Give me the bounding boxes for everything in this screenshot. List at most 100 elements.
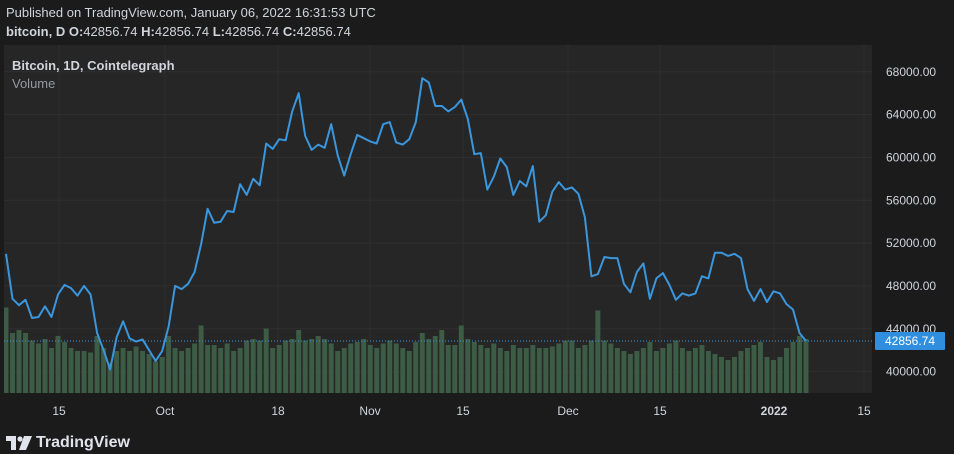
volume-bar xyxy=(387,340,393,393)
volume-bar xyxy=(640,348,646,393)
volume-bar xyxy=(36,343,41,393)
volume-bar xyxy=(68,348,74,393)
symbol-label: bitcoin, D xyxy=(6,24,66,39)
volume-bar xyxy=(49,348,54,393)
volume-bar xyxy=(211,345,217,393)
volume-bar xyxy=(419,333,425,393)
volume-bar xyxy=(81,351,87,393)
volume-bar xyxy=(478,345,484,393)
volume-bar xyxy=(465,339,471,393)
volume-bar xyxy=(452,345,458,393)
volume-bar xyxy=(406,351,412,393)
volume-bar xyxy=(569,340,575,393)
low-label: L: xyxy=(212,24,226,39)
volume-bar xyxy=(289,339,295,393)
volume-bar xyxy=(432,336,438,393)
volume-bar xyxy=(601,340,607,393)
volume-bar xyxy=(588,340,594,393)
published-info: Published on TradingView.com, January 06… xyxy=(6,5,376,20)
volume-bar xyxy=(790,342,796,393)
volume-bar xyxy=(393,343,399,393)
tradingview-logo[interactable]: TradingView xyxy=(6,434,130,452)
volume-bar xyxy=(673,340,679,393)
volume-bar xyxy=(471,342,477,393)
x-tick-label: Nov xyxy=(359,404,380,418)
volume-bar xyxy=(250,339,256,393)
volume-bar xyxy=(257,340,263,393)
volume-bar xyxy=(205,345,211,393)
volume-bar xyxy=(517,348,523,393)
time-axis-panel xyxy=(4,393,872,429)
x-tick-label: 15 xyxy=(857,404,871,418)
volume-bar xyxy=(497,348,503,393)
volume-bar xyxy=(172,348,178,393)
tradingview-logo-icon xyxy=(6,436,32,450)
volume-bar xyxy=(549,346,555,393)
volume-bar xyxy=(153,361,159,393)
volume-bar xyxy=(244,340,250,393)
volume-bar xyxy=(523,348,529,393)
volume-bar xyxy=(133,346,139,393)
open-label: O: xyxy=(68,24,84,39)
volume-bar xyxy=(341,348,347,393)
volume-bar xyxy=(4,307,9,393)
price-axis-panel xyxy=(872,45,950,429)
volume-bar xyxy=(185,348,191,393)
volume-bar xyxy=(62,342,68,393)
volume-bar xyxy=(328,343,334,393)
volume-bar xyxy=(575,348,581,393)
last-price-label: 42856.74 xyxy=(885,334,935,348)
volume-bar xyxy=(75,351,81,393)
volume-legend-label: Volume xyxy=(12,76,56,91)
volume-bar xyxy=(296,330,302,393)
volume-bar xyxy=(159,357,165,393)
volume-bar xyxy=(367,345,373,393)
y-tick-label: 60000.00 xyxy=(886,150,936,164)
volume-bar xyxy=(140,351,146,393)
volume-bar xyxy=(445,345,451,393)
open-value: 42856.74 xyxy=(83,24,138,39)
volume-bar xyxy=(595,310,601,393)
x-tick-label: 15 xyxy=(456,404,470,418)
volume-bar xyxy=(771,360,776,393)
volume-bar xyxy=(166,336,172,393)
volume-bar xyxy=(725,360,731,393)
price-chart[interactable]: 40000.0044000.0048000.0052000.0056000.00… xyxy=(4,45,950,429)
volume-bar xyxy=(322,339,328,393)
volume-bar xyxy=(426,339,432,393)
y-tick-label: 64000.00 xyxy=(886,108,936,122)
volume-bar xyxy=(699,345,705,393)
volume-bar xyxy=(647,342,653,393)
y-tick-label: 56000.00 xyxy=(886,193,936,207)
volume-bar xyxy=(354,342,360,393)
volume-bar xyxy=(10,333,15,393)
volume-bar xyxy=(543,348,549,393)
y-tick-label: 48000.00 xyxy=(886,279,936,293)
volume-bar xyxy=(237,348,243,393)
low-value: 42856.74 xyxy=(225,24,280,39)
volume-bar xyxy=(114,351,120,393)
x-tick-label: 18 xyxy=(271,404,285,418)
volume-bar xyxy=(55,336,61,393)
high-label: H: xyxy=(141,24,155,39)
volume-bar xyxy=(621,351,627,393)
volume-bar xyxy=(302,340,308,393)
volume-bar xyxy=(120,348,126,393)
volume-bar xyxy=(556,343,562,393)
volume-bar xyxy=(660,348,666,393)
volume-bar xyxy=(283,340,289,393)
volume-bar xyxy=(784,348,789,393)
volume-bar xyxy=(348,343,354,393)
volume-bar xyxy=(484,348,490,393)
y-tick-label: 52000.00 xyxy=(886,236,936,250)
volume-bar xyxy=(42,339,48,393)
volume-bar xyxy=(231,351,237,393)
volume-bar xyxy=(562,340,568,393)
volume-bar xyxy=(803,339,809,393)
volume-bar xyxy=(400,348,406,393)
volume-bar xyxy=(692,348,698,393)
volume-bar xyxy=(270,348,276,393)
volume-bar xyxy=(335,351,341,393)
volume-bar xyxy=(127,351,133,393)
volume-bar xyxy=(218,348,224,393)
